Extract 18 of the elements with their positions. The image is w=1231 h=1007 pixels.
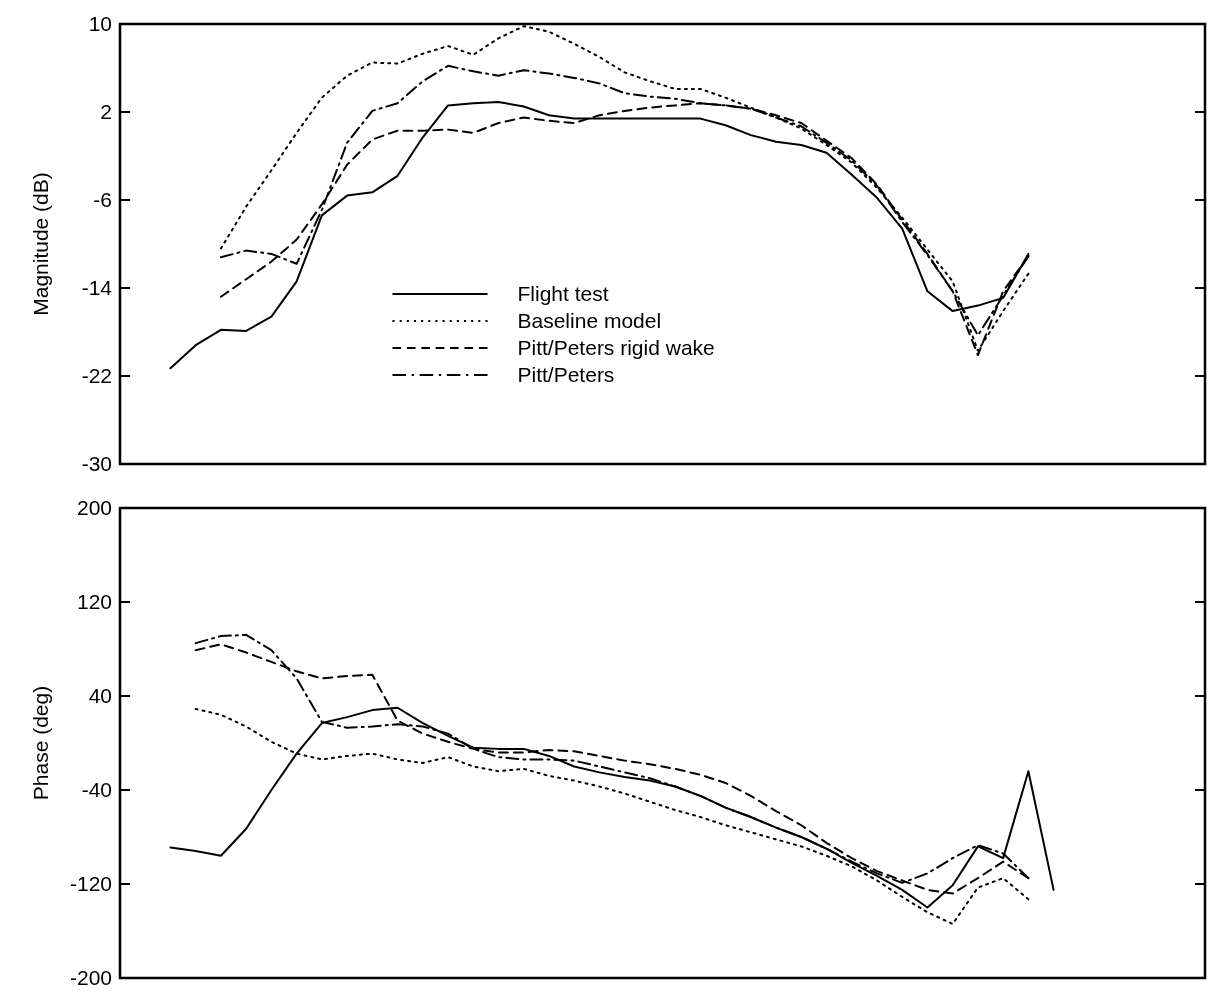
legend-label: Pitt/Peters rigid wake [517, 336, 715, 359]
legend-label: Baseline model [517, 309, 662, 332]
legend-label: Flight test [517, 282, 609, 305]
y-tick-label: -120 [69, 872, 112, 896]
y-tick-label: 2 [100, 100, 112, 124]
y-tick-label: -14 [81, 276, 113, 300]
y-tick-label: 200 [76, 496, 112, 520]
y-axis-title: Magnitude (dB) [29, 172, 52, 316]
y-tick-label: -40 [81, 778, 112, 802]
legend-label: Pitt/Peters [517, 363, 615, 386]
y-axis-title: Phase (deg) [29, 685, 52, 801]
y-tick-label: -200 [69, 966, 112, 990]
y-tick-label: -30 [81, 452, 112, 476]
y-tick-label: 120 [76, 590, 112, 614]
y-tick-label: -22 [81, 364, 112, 388]
y-tick-label: -6 [93, 188, 112, 212]
y-tick-label: 10 [88, 12, 112, 36]
y-tick-label: 40 [88, 684, 112, 708]
